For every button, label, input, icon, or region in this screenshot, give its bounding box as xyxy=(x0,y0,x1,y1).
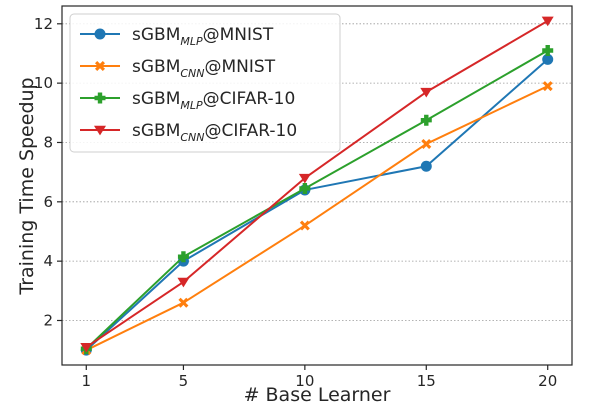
x-axis-label: # Base Learner xyxy=(244,384,391,406)
legend-entry: sGBMCNN@CIFAR-10 xyxy=(80,121,297,144)
data-point xyxy=(542,81,553,92)
data-point xyxy=(420,114,432,126)
y-tick-label: 2 xyxy=(43,311,53,329)
data-point xyxy=(80,342,93,353)
legend-box xyxy=(69,13,341,153)
legend-marker xyxy=(95,61,105,71)
x-tick-label: 10 xyxy=(295,372,314,390)
y-tick-label: 8 xyxy=(43,133,53,151)
legend: sGBMMLP@MNISTsGBMCNN@MNISTsGBMMLP@CIFAR-… xyxy=(69,13,341,153)
legend-label-suffix: @MNIST xyxy=(203,25,274,45)
legend-entry: sGBMCNN@MNIST xyxy=(80,57,276,80)
legend-marker xyxy=(94,28,106,40)
y-tick-label: 6 xyxy=(43,193,53,211)
y-tick-label: 12 xyxy=(34,15,53,33)
legend-label-subscript: CNN xyxy=(180,131,204,144)
legend-label: sGBMMLP@CIFAR-10 xyxy=(132,89,295,112)
data-point xyxy=(542,53,554,65)
data-point xyxy=(299,220,310,231)
legend-entry: sGBMMLP@CIFAR-10 xyxy=(80,89,295,112)
data-point xyxy=(541,16,554,27)
legend-label-base: sGBM xyxy=(132,89,180,109)
data-point xyxy=(177,277,190,288)
legend-label-base: sGBM xyxy=(132,25,180,45)
x-tick-label: 20 xyxy=(538,372,557,390)
data-point xyxy=(421,138,432,149)
legend-marker xyxy=(94,125,106,136)
y-axis-label: Training Time Speedup xyxy=(16,77,38,295)
legend-label-base: sGBM xyxy=(132,121,180,141)
legend-label: sGBMCNN@CIFAR-10 xyxy=(132,121,297,144)
legend-label: sGBMCNN@MNIST xyxy=(132,57,276,80)
legend-label-subscript: MLP xyxy=(180,35,203,48)
legend-label-base: sGBM xyxy=(132,57,180,77)
legend-label: sGBMMLP@MNIST xyxy=(132,25,274,48)
x-tick-label: 1 xyxy=(82,372,92,390)
data-point xyxy=(299,182,311,194)
legend-entry: sGBMMLP@MNIST xyxy=(80,25,274,48)
data-point xyxy=(298,173,311,184)
x-axis-ticks: 1 5 10 15 20 xyxy=(82,365,557,390)
legend-marker xyxy=(94,92,106,104)
legend-label-suffix: @MNIST xyxy=(205,57,276,77)
legend-label-suffix: @CIFAR-10 xyxy=(203,89,296,109)
series-1 xyxy=(81,81,553,356)
data-point xyxy=(420,160,432,172)
x-tick-label: 5 xyxy=(179,372,189,390)
data-point xyxy=(177,251,189,263)
y-tick-label: 10 xyxy=(34,74,53,92)
legend-label-subscript: MLP xyxy=(180,99,203,112)
legend-label-suffix: @CIFAR-10 xyxy=(205,121,298,141)
plot-frame xyxy=(61,5,573,366)
x-tick-label: 15 xyxy=(417,372,436,390)
data-point xyxy=(542,45,554,57)
data-point xyxy=(178,297,189,308)
data-point xyxy=(420,87,433,98)
y-axis-ticks: 2 4 6 8 10 12 xyxy=(34,15,62,329)
series-3 xyxy=(80,16,554,353)
series-layer xyxy=(80,16,554,356)
y-tick-label: 4 xyxy=(43,252,53,270)
legend-label-subscript: CNN xyxy=(180,67,204,80)
